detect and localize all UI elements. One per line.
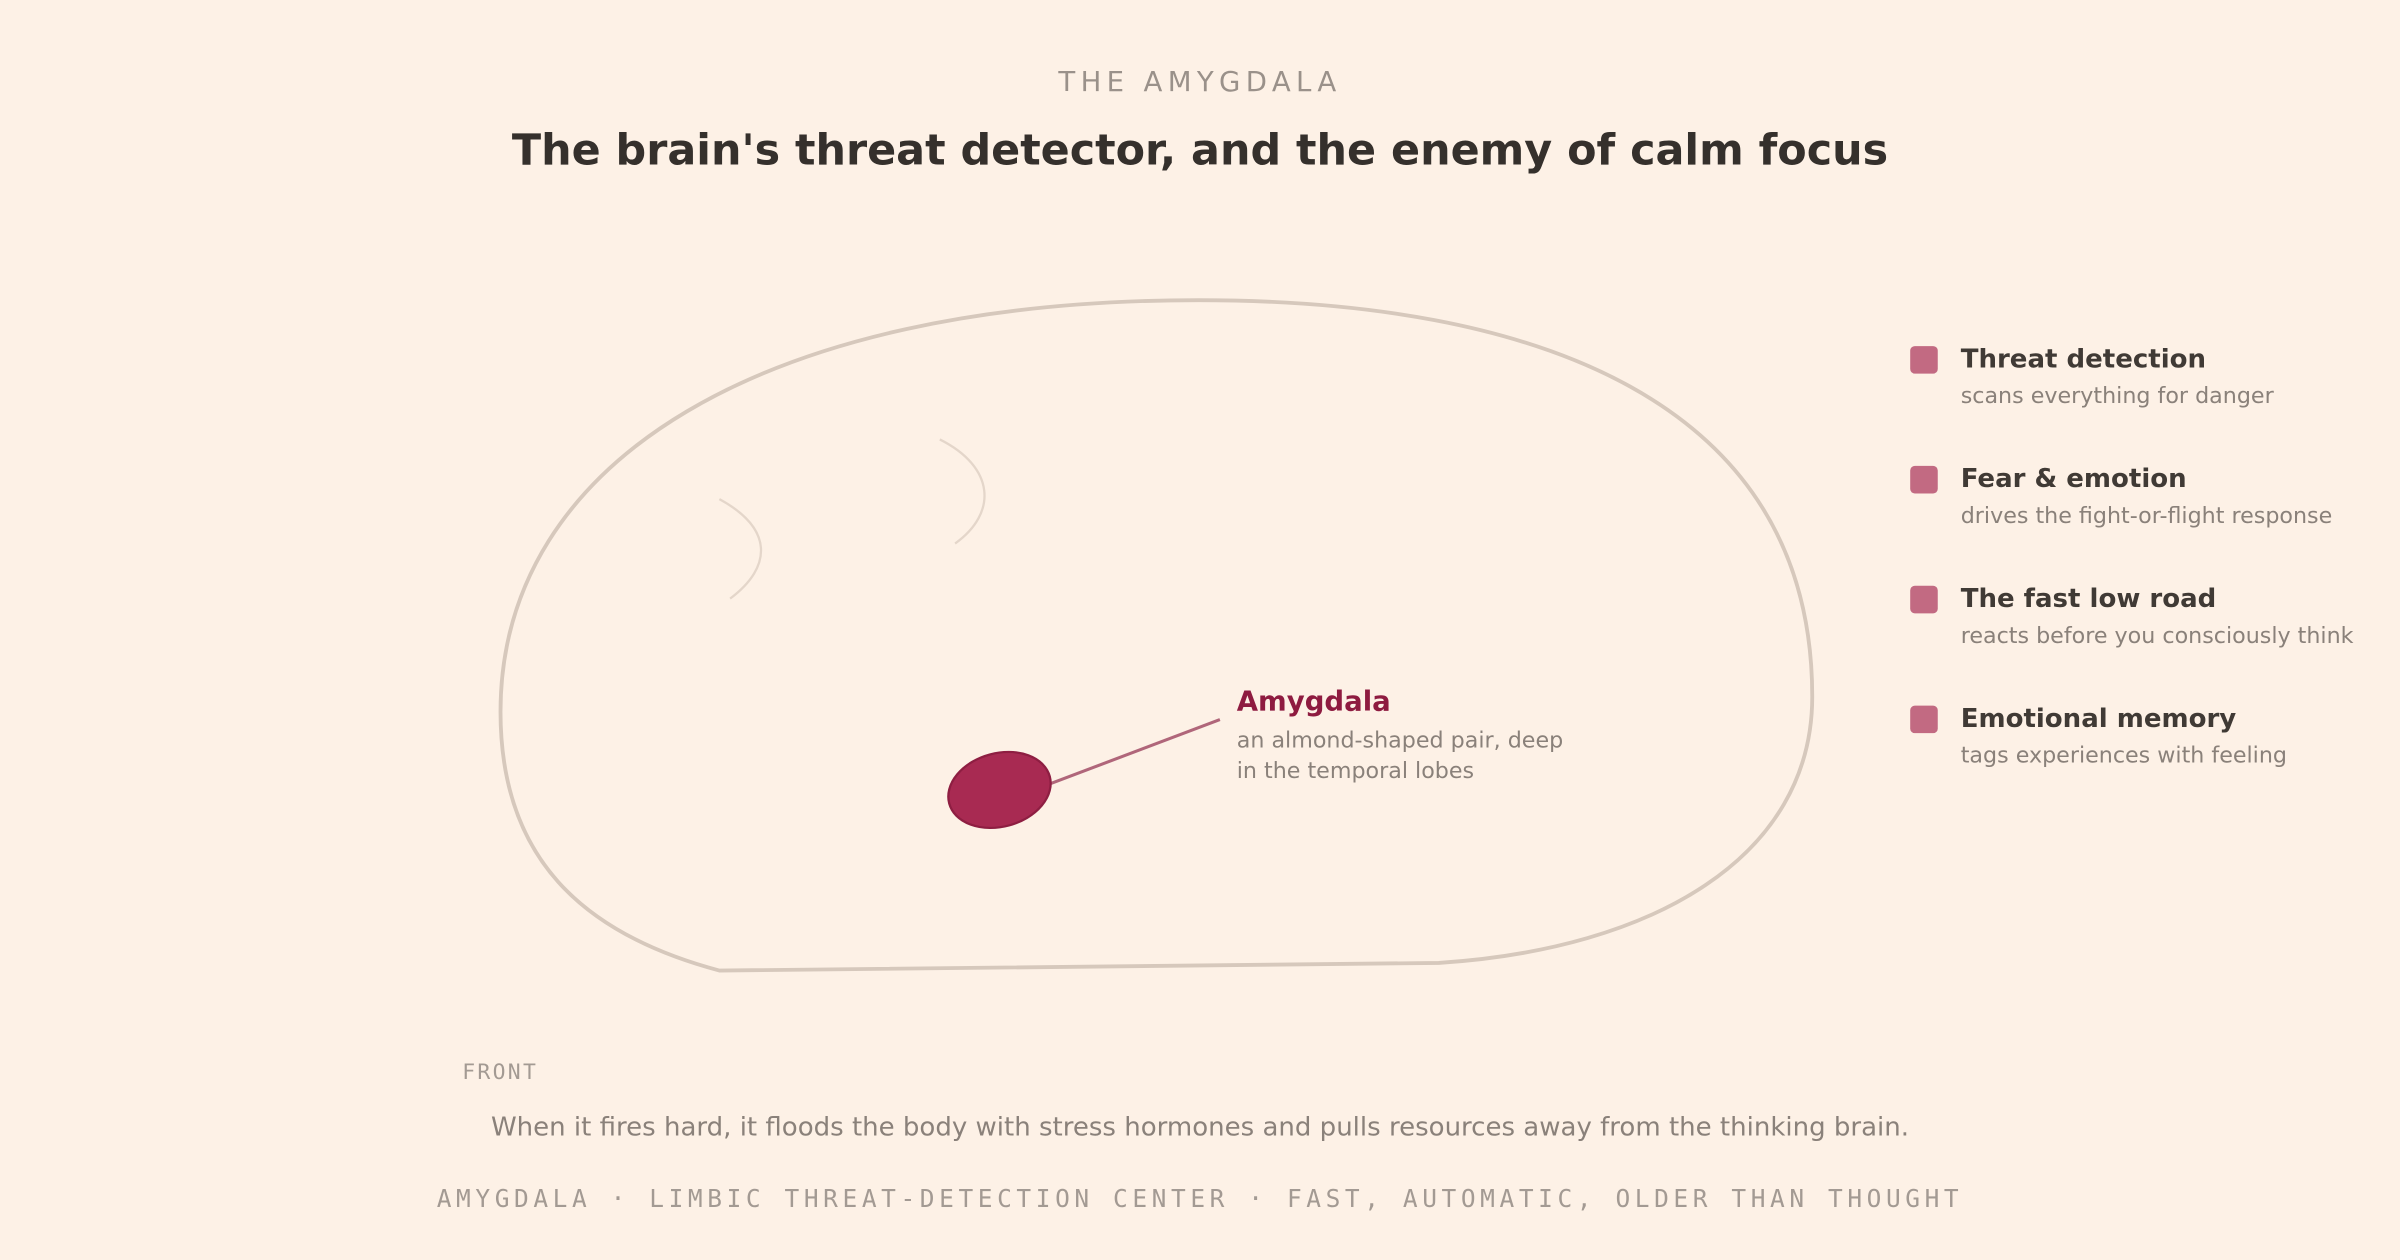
orientation-label: FRONT [462, 1060, 538, 1085]
legend-text: scans everything for danger [1961, 383, 2275, 409]
legend-title: Fear & emotion [1961, 464, 2187, 494]
amygdala [947, 750, 1052, 830]
legend-text: tags experiences with feeling [1961, 743, 2287, 769]
sulcus [718, 498, 763, 600]
legend: Threat detection scans everything for dan… [1910, 344, 2354, 769]
amygdala-description: in the temporal lobes [1237, 758, 1474, 784]
footer: AMYGDALA · LIMBIC THREAT-DETECTION CENTE… [437, 1184, 1964, 1213]
legend-title: The fast low road [1961, 584, 2217, 614]
legend-title: Threat detection [1961, 344, 2206, 374]
legend-swatch [1910, 705, 1938, 734]
leader-line [1049, 718, 1221, 786]
amygdala-description: an almond-shaped pair, deep [1237, 727, 1563, 753]
legend-title: Emotional memory [1961, 704, 2237, 734]
title: The brain's threat detector, and the ene… [512, 126, 1888, 176]
legend-swatch [1910, 465, 1938, 494]
caption: When it fires hard, it floods the body w… [491, 1113, 1909, 1143]
legend-swatch [1910, 585, 1938, 614]
amygdala-label: Amygdala [1237, 686, 1391, 718]
legend-text: drives the fight-or-flight response [1961, 503, 2333, 529]
brain-outline [498, 298, 1815, 973]
legend-text: reacts before you consciously think [1961, 623, 2354, 649]
sulcus [939, 438, 986, 545]
legend-swatch [1910, 346, 1938, 374]
eyebrow: THE AMYGDALA [1057, 66, 1341, 98]
